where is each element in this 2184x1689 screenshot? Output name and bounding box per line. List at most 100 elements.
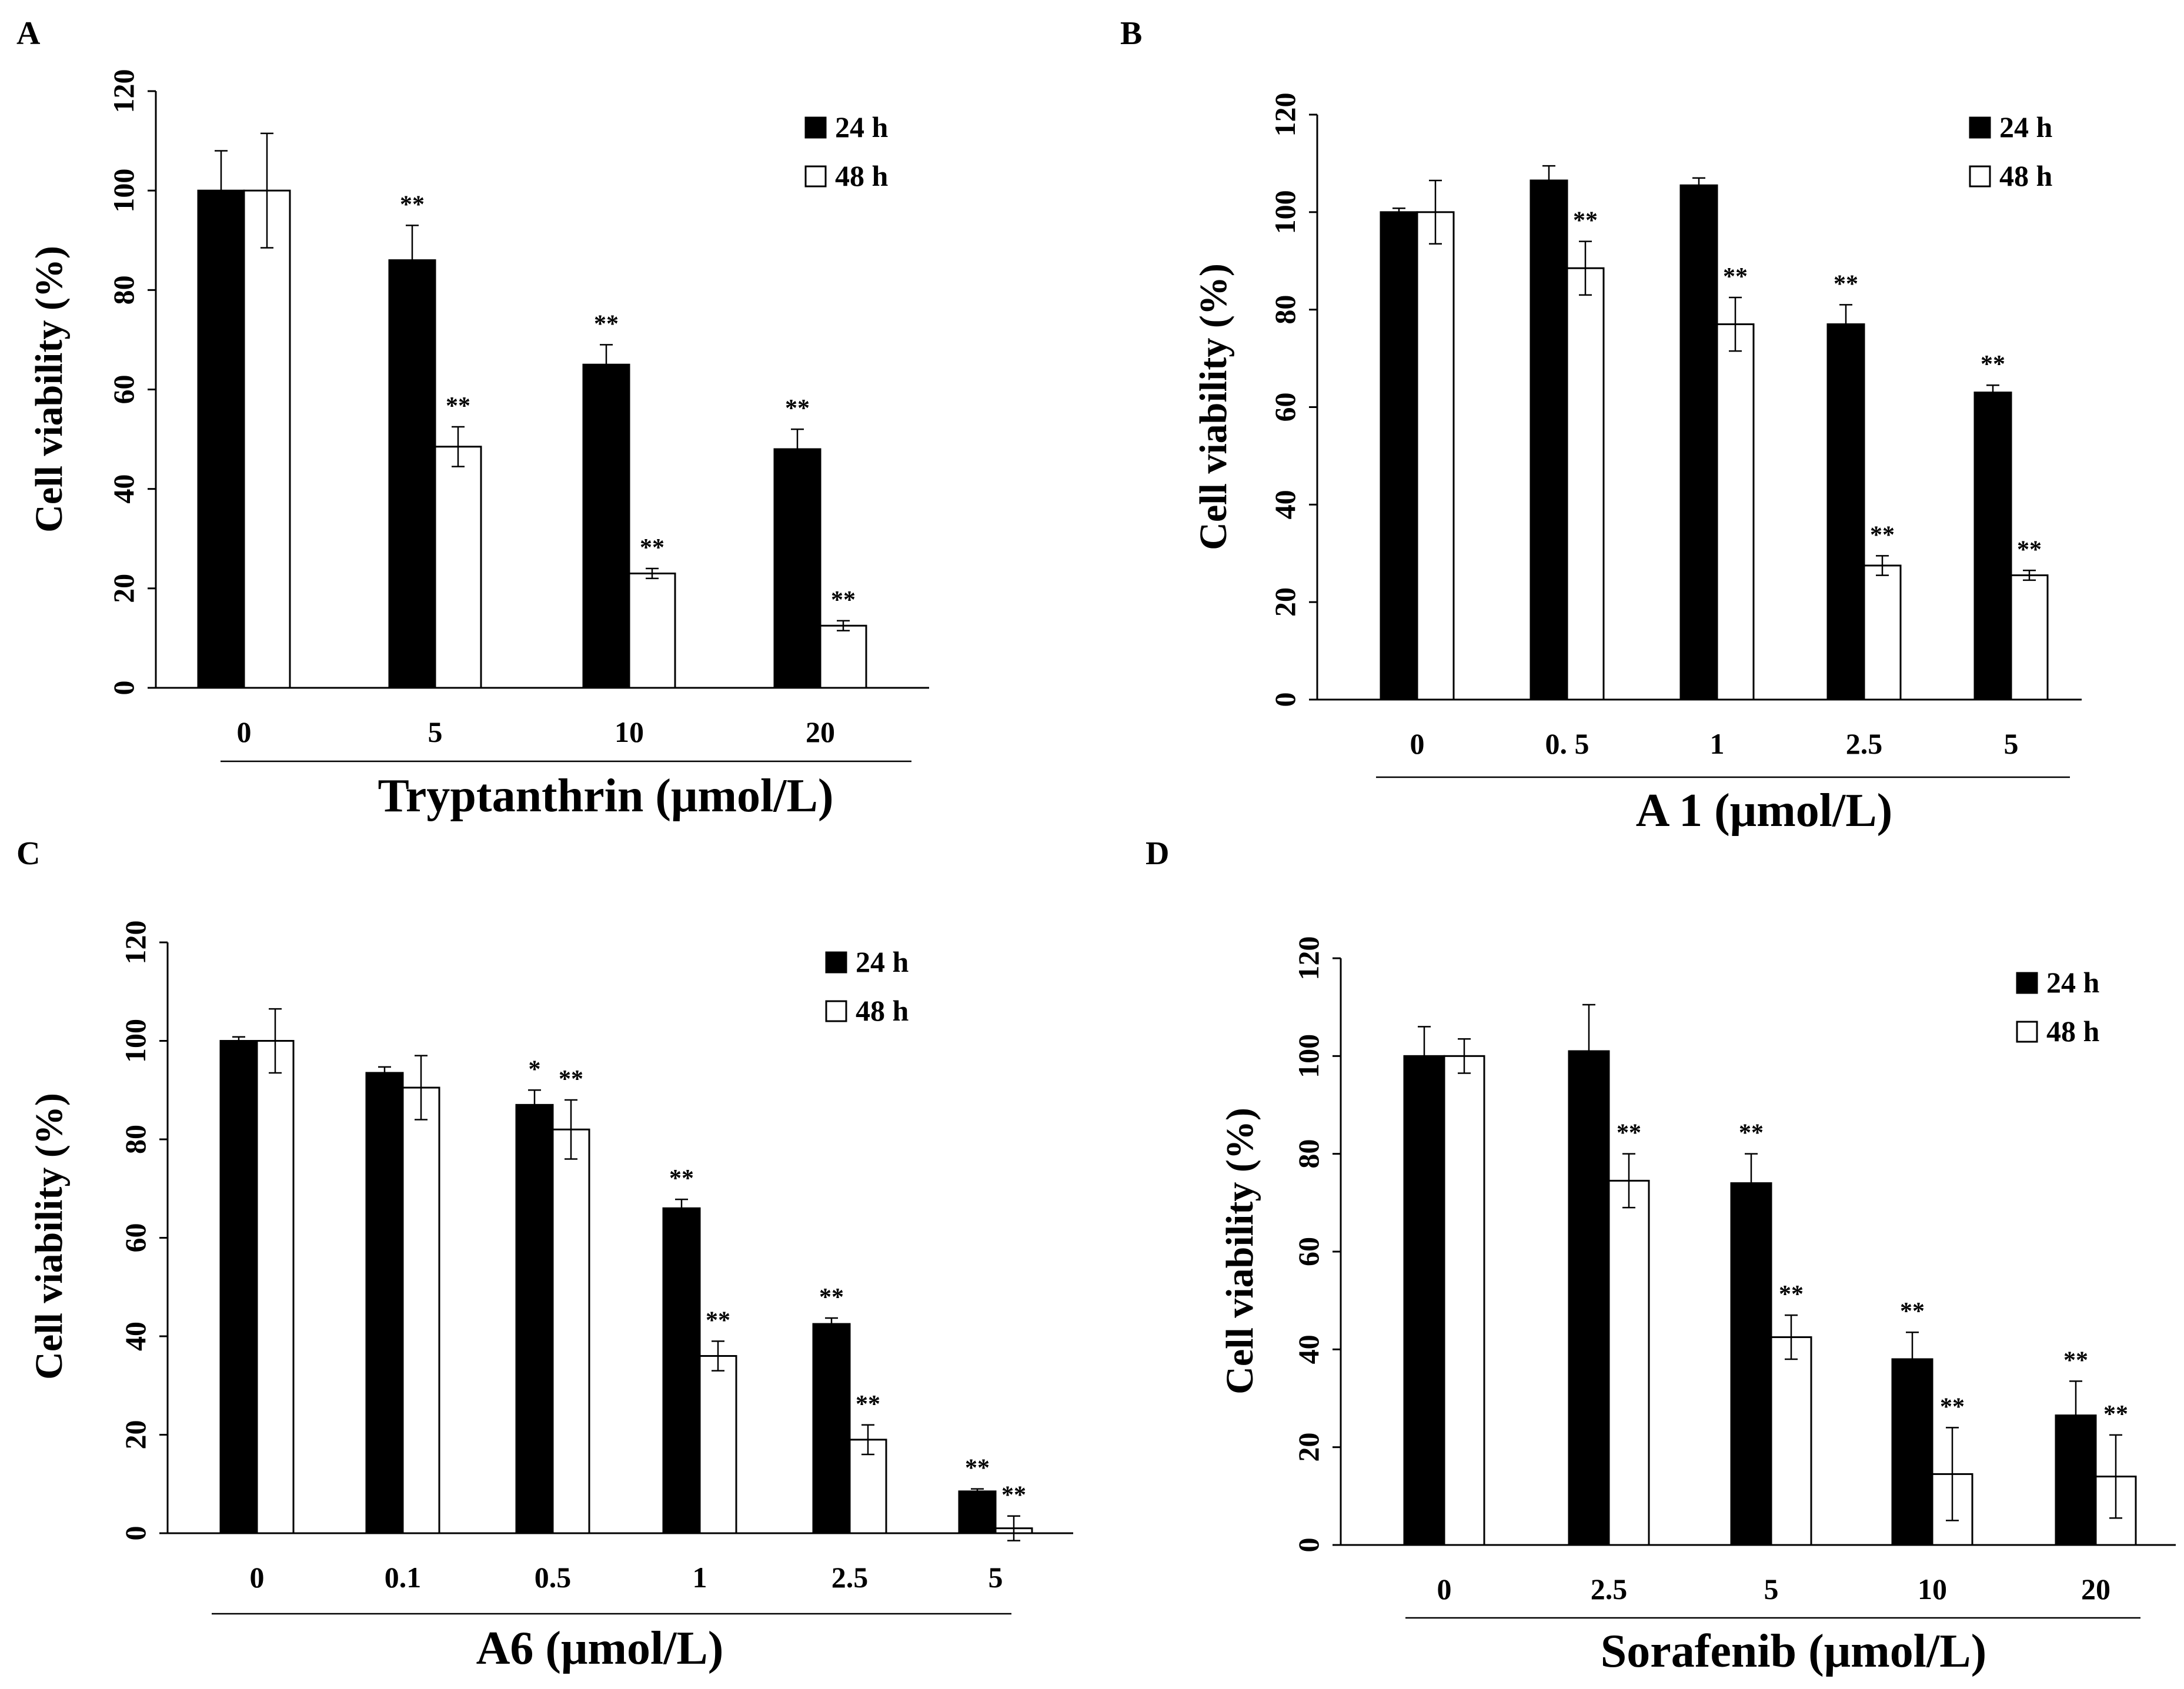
bar-24h [1530, 179, 1568, 701]
y-axis-title: Cell viability (%) [28, 246, 71, 533]
bar-24h [1891, 1358, 1933, 1546]
bar-48h [1608, 1179, 1650, 1546]
legend-label: 48 h [856, 994, 909, 1027]
x-tick-label: 0 [1437, 1573, 1452, 1606]
bar-24h [1568, 1050, 1610, 1546]
bar-48h [1716, 323, 1755, 701]
panel-label: B [1120, 15, 1142, 52]
significance-mark: ** [1940, 1393, 1965, 1420]
x-tick-label: 5 [2004, 727, 2019, 760]
x-tick-label: 1 [693, 1561, 707, 1594]
significance-mark: ** [559, 1066, 583, 1093]
y-tick-label: 40 [1292, 1335, 1325, 1364]
y-tick-label: 80 [119, 1125, 152, 1154]
legend-label: 48 h [1999, 159, 2053, 192]
significance-mark: ** [640, 534, 664, 561]
y-tick-label: 20 [119, 1420, 152, 1450]
bar-48h [628, 572, 676, 689]
bar-24h [1380, 211, 1418, 701]
y-axis-title: Cell viability (%) [1218, 1108, 1261, 1394]
legend-label: 24 h [835, 111, 889, 143]
bar-48h [402, 1086, 440, 1534]
bar-48h [849, 1439, 887, 1534]
significance-mark: ** [2017, 536, 2042, 563]
bar-24h [958, 1490, 997, 1534]
legend-label: 24 h [2046, 966, 2100, 999]
significance-mark: ** [1573, 208, 1598, 235]
y-tick-label: 100 [1268, 190, 1301, 234]
panel-b: B 0 20 40 60 80 100 120 Cell viability (%) 0 ** 0. … [1120, 15, 2082, 837]
legend-swatch [2016, 972, 2038, 994]
x-tick-label: 5 [989, 1561, 1003, 1594]
bar-24h [773, 448, 821, 689]
panel-d: D 0 20 40 60 80 100 120 Cell viability (%) 0 ** 2.5… [1146, 835, 2176, 1677]
bar-48h [1416, 211, 1455, 701]
y-axis-title: Cell viability (%) [28, 1093, 71, 1380]
x-tick-label: 5 [1764, 1573, 1779, 1606]
bar-24h [1679, 184, 1718, 701]
bar-24h [388, 259, 436, 689]
significance-mark: ** [785, 395, 810, 422]
x-tick-label: 20 [806, 715, 835, 748]
panel-label: C [16, 835, 40, 872]
bar-24h [662, 1207, 701, 1534]
x-tick-label: 0 [237, 715, 252, 748]
y-tick-label: 100 [1292, 1034, 1325, 1078]
significance-mark: ** [1834, 270, 1858, 297]
y-tick-label: 120 [107, 69, 140, 113]
significance-mark: ** [2103, 1401, 2128, 1428]
significance-mark: ** [2063, 1347, 2088, 1374]
y-tick-label: 0 [107, 681, 140, 695]
significance-mark: ** [1617, 1120, 1641, 1147]
x-tick-label: 0. 5 [1545, 727, 1589, 760]
significance-mark: ** [669, 1165, 694, 1192]
y-tick-label: 40 [1268, 490, 1301, 519]
x-tick-label: 20 [2081, 1573, 2110, 1606]
y-tick-label: 100 [119, 1019, 152, 1063]
y-tick-label: 20 [107, 574, 140, 603]
y-tick-label: 0 [1268, 693, 1301, 707]
y-tick-label: 40 [107, 474, 140, 504]
legend-swatch [825, 951, 847, 974]
significance-mark: ** [965, 1455, 990, 1482]
legend-label: 48 h [2046, 1015, 2100, 1048]
legend-swatch [2016, 1021, 2038, 1043]
y-axis-title: Cell viability (%) [1192, 263, 1235, 550]
significance-mark: ** [1981, 351, 2005, 378]
bar-24h [365, 1072, 404, 1534]
y-tick-label: 20 [1268, 587, 1301, 617]
x-tick-label: 2.5 [1846, 727, 1883, 760]
y-tick-label: 120 [1268, 93, 1301, 137]
bar-48h [819, 624, 867, 689]
significance-mark: ** [819, 1284, 844, 1311]
bar-48h [256, 1040, 295, 1534]
significance-mark: ** [856, 1391, 880, 1418]
x-tick-label: 5 [428, 715, 443, 748]
bar-24h [197, 189, 245, 689]
x-axis-title: A 1 (μmol/L) [1636, 785, 1892, 837]
y-tick-label: 60 [119, 1223, 152, 1253]
significance-mark: * [529, 1056, 541, 1083]
bar-24h [1730, 1182, 1772, 1546]
significance-mark: ** [1779, 1281, 1804, 1308]
y-tick-label: 80 [1268, 295, 1301, 325]
bar-48h [1443, 1055, 1485, 1546]
x-tick-label: 10 [615, 715, 644, 748]
x-tick-label: 2.5 [1591, 1573, 1628, 1606]
significance-mark: ** [831, 587, 856, 614]
bar-48h [1770, 1336, 1812, 1546]
legend-label: 24 h [1999, 111, 2053, 143]
bar-24h [1826, 323, 1865, 701]
bar-24h [1973, 392, 2012, 701]
bar-48h [434, 446, 482, 689]
x-tick-label: 0.1 [385, 1561, 422, 1594]
bar-24h [219, 1040, 258, 1534]
x-tick-label: 2.5 [831, 1561, 869, 1594]
panel-label: D [1146, 835, 1169, 872]
y-tick-label: 80 [1292, 1139, 1325, 1169]
x-axis-title: Tryptanthrin (μmol/L) [378, 770, 834, 822]
bar-24h [812, 1323, 851, 1534]
x-tick-label: 1 [1710, 727, 1725, 760]
y-tick-label: 20 [1292, 1433, 1325, 1462]
